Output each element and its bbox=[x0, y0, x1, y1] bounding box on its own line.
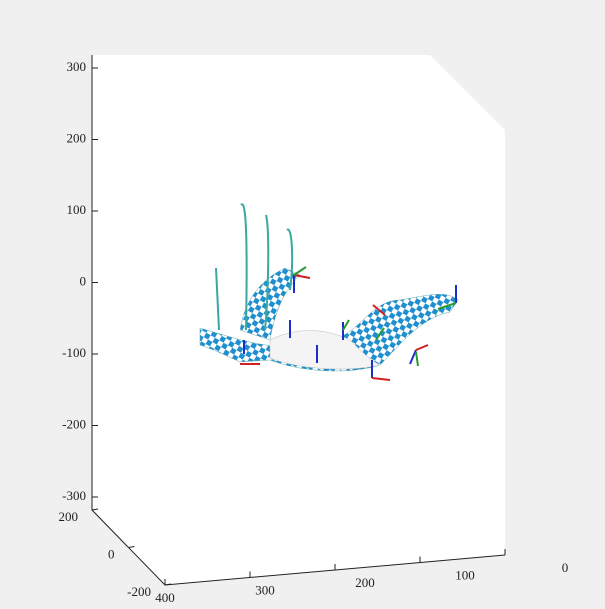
z-tick-label: 200 bbox=[67, 130, 87, 145]
z-tick-label: -200 bbox=[62, 416, 86, 431]
z-tick-label: 300 bbox=[67, 59, 87, 74]
z-tick-label: 100 bbox=[67, 202, 87, 217]
y-tick-label: 0 bbox=[108, 546, 115, 561]
chart: 300 200 100 0 -100 -200 -300 200 0 -200 400 300 200 1… bbox=[0, 0, 605, 609]
x-tick-label: 100 bbox=[455, 567, 475, 582]
z-tick-label: -300 bbox=[62, 488, 86, 503]
z-tick-label: -100 bbox=[62, 345, 86, 360]
axes-background bbox=[92, 55, 505, 585]
x-tick-label: 200 bbox=[355, 575, 375, 590]
z-tick-label: 0 bbox=[80, 273, 87, 288]
x-tick-label: 0 bbox=[562, 560, 569, 575]
x-tick-label: 300 bbox=[255, 582, 275, 597]
x-tick-label: 400 bbox=[155, 590, 175, 605]
y-tick-label: -200 bbox=[127, 584, 151, 599]
y-tick-label: 200 bbox=[59, 509, 79, 524]
